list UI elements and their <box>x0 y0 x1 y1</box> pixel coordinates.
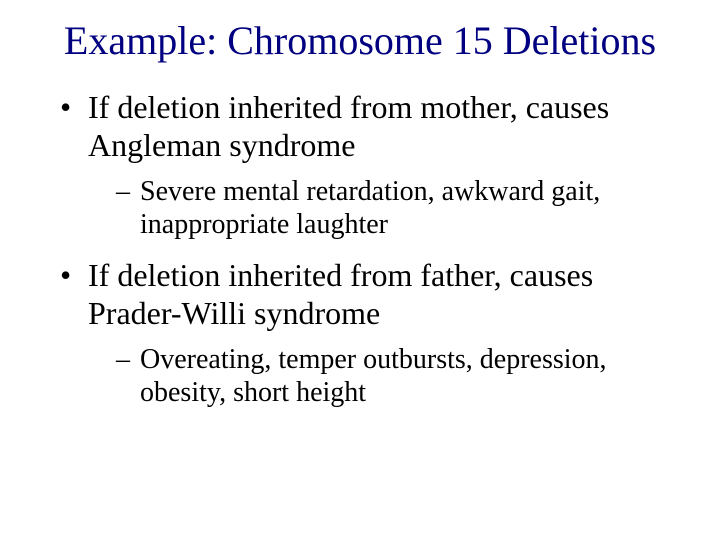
bullet-text: Severe mental retardation, awkward gait,… <box>140 176 600 241</box>
sub-list: Severe mental retardation, awkward gait,… <box>88 175 680 242</box>
list-item: Severe mental retardation, awkward gait,… <box>116 175 680 242</box>
slide: Example: Chromosome 15 Deletions If dele… <box>0 0 720 540</box>
bullet-text: If deletion inherited from mother, cause… <box>88 89 609 163</box>
bullet-text: If deletion inherited from father, cause… <box>88 257 593 331</box>
bullet-list: If deletion inherited from mother, cause… <box>40 88 680 410</box>
sub-list: Overeating, temper outbursts, depression… <box>88 343 680 410</box>
list-item: If deletion inherited from father, cause… <box>60 256 680 410</box>
bullet-text: Overeating, temper outbursts, depression… <box>140 344 607 409</box>
list-item: Overeating, temper outbursts, depression… <box>116 343 680 410</box>
slide-title: Example: Chromosome 15 Deletions <box>40 18 680 64</box>
list-item: If deletion inherited from mother, cause… <box>60 88 680 242</box>
